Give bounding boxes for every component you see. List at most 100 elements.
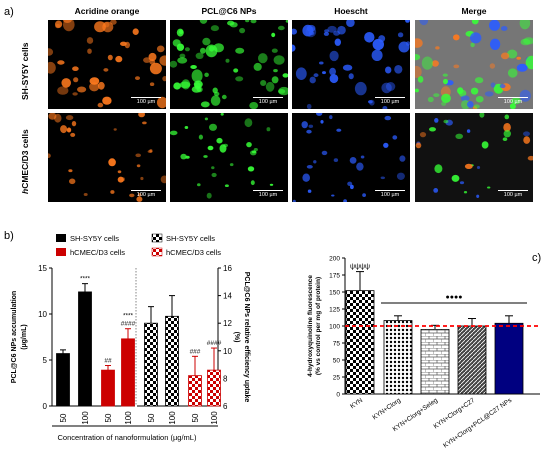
cell-blob <box>433 188 439 193</box>
cell-blob <box>368 100 373 104</box>
scale-bar-line <box>253 96 283 98</box>
cell-blob <box>89 82 100 92</box>
left-y-axis-title-line2: (µg/mL) <box>21 324 28 349</box>
cell-blob <box>162 76 166 82</box>
right-tick-label: 6 <box>223 402 228 411</box>
cell-blob <box>209 123 217 131</box>
cell-blob <box>277 25 285 31</box>
cell-blob <box>354 81 367 96</box>
cell-blob <box>470 42 475 48</box>
cell-blob <box>507 68 518 78</box>
row-label-sh-sy5y-text: SH-SY5Y cells <box>20 42 30 101</box>
cell-blob <box>380 176 385 180</box>
cell-blob <box>159 55 166 66</box>
cell-blob <box>476 194 480 198</box>
cell-blob <box>346 20 355 27</box>
bar-1 <box>383 320 413 395</box>
scale-bar: 100 µm <box>375 96 405 105</box>
right-annotation-2: ### <box>190 348 201 355</box>
cell-blob <box>73 77 79 83</box>
legend-swatch-right-1 <box>151 247 163 257</box>
cell-blob <box>464 163 473 169</box>
scale-bar: 100 µm <box>253 96 283 105</box>
cell-blob <box>235 76 244 82</box>
cell-blob <box>137 193 142 197</box>
cell-blob <box>113 128 117 131</box>
cell-blob <box>108 158 116 167</box>
cell-blob <box>419 132 427 138</box>
cell-blob <box>443 119 449 124</box>
cell-blob <box>434 118 439 123</box>
scale-bar-label: 100 µm <box>258 192 278 198</box>
cell-blob <box>405 20 410 23</box>
cell-blob <box>245 20 250 23</box>
legend-swatch-left-0 <box>56 234 66 242</box>
cell-blob <box>97 81 105 90</box>
micrograph-image <box>48 113 166 202</box>
cell-blob <box>461 99 470 109</box>
y-tick-label: 50 <box>333 358 341 365</box>
cell-blob <box>466 129 471 133</box>
cell-blob <box>271 32 276 38</box>
right-tick-label: 8 <box>223 374 228 383</box>
cell-blob <box>54 113 62 123</box>
right-tick-label: 10 <box>223 347 232 356</box>
cell-blob <box>269 183 274 186</box>
cell-blob <box>348 73 354 80</box>
cell-blob <box>181 79 191 90</box>
micrograph-image <box>292 113 406 202</box>
right-category-label-3: 100 <box>210 411 219 425</box>
cell-blob <box>180 153 187 160</box>
cell-blob <box>520 38 531 46</box>
cell-blob <box>441 93 451 104</box>
left-category-label-2: 50 <box>104 413 113 422</box>
scale-bar: 100 µm <box>498 96 528 105</box>
right-tick-label: 14 <box>223 292 232 301</box>
cell-blob <box>302 173 310 182</box>
scale-bar-line <box>131 96 161 98</box>
cell-blob <box>87 48 92 54</box>
cell-blob <box>405 41 410 46</box>
cell-blob <box>216 137 223 144</box>
cell-blob <box>342 64 353 71</box>
cell-blob <box>369 99 375 106</box>
column-header-hoechst: Hoescht <box>334 6 368 16</box>
cell-blob <box>142 121 147 125</box>
cell-blob <box>204 72 209 77</box>
cell-blob <box>110 20 117 25</box>
cell-blob <box>278 86 288 96</box>
cell-blob <box>70 132 76 137</box>
cell-blob <box>347 181 353 186</box>
cell-blob <box>523 131 530 137</box>
cell-blob <box>415 38 423 48</box>
cell-blob <box>467 101 474 108</box>
cell-blob <box>519 89 531 102</box>
scale-bar-label: 100 µm <box>136 99 156 105</box>
y-tick-label: 25 <box>333 375 341 382</box>
right-tick-label: 12 <box>223 319 232 328</box>
scale-bar: 100 µm <box>375 189 405 198</box>
cell-blob <box>138 113 145 118</box>
cell-blob <box>474 77 484 84</box>
cell-blob <box>382 106 388 109</box>
cell-blob <box>471 20 479 25</box>
cell-blob <box>97 102 104 108</box>
cell-blob <box>224 184 229 187</box>
scale-bar: 100 µm <box>131 189 161 198</box>
cell-blob <box>68 169 73 173</box>
cell-blob <box>516 63 528 72</box>
cell-blob <box>193 80 203 89</box>
row-label-hcmec-text: CMEC/D3 cells <box>20 129 30 189</box>
cell-blob <box>463 191 468 194</box>
cell-blob <box>190 65 197 69</box>
right-annotation-3: #### <box>207 340 222 347</box>
column-header-acridine: Acridine orange <box>74 6 140 16</box>
y-tick-label: 75 <box>333 341 341 348</box>
cell-blob <box>321 150 328 156</box>
cell-blob <box>72 92 78 96</box>
cell-blob <box>135 76 140 80</box>
cell-blob <box>443 78 448 85</box>
scale-bar-label: 100 µm <box>258 99 278 105</box>
legend-swatch-right-0 <box>151 233 163 243</box>
cell-blob <box>285 20 288 23</box>
